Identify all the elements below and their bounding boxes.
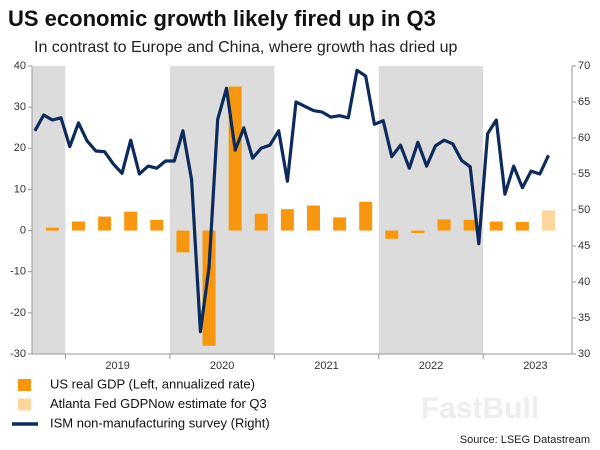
chart-title: US economic growth likely fired up in Q3 [8, 6, 436, 31]
y2-tick-label: 55 [578, 168, 590, 180]
bar [98, 216, 112, 231]
bar [176, 230, 190, 253]
bar [280, 209, 294, 231]
y-tick-label: 40 [14, 60, 26, 72]
y-tick-label: 20 [14, 142, 26, 154]
legend-swatch [18, 398, 31, 411]
x-tick-label: 2021 [314, 360, 338, 372]
y-tick-label: -30 [10, 348, 26, 360]
bar [541, 210, 555, 231]
x-tick-label: 2020 [210, 360, 234, 372]
y2-tick-label: 70 [578, 60, 590, 72]
year-shading [169, 66, 275, 354]
watermark: FastBull [421, 392, 539, 425]
bar [489, 221, 503, 231]
year-shading [378, 66, 484, 354]
y2-tick-label: 35 [578, 312, 590, 324]
x-tick-label: 2023 [523, 360, 547, 372]
bar [71, 221, 85, 231]
bar [254, 213, 268, 231]
legend-label: Atlanta Fed GDPNow estimate for Q3 [50, 396, 267, 411]
bar [437, 219, 451, 231]
legend-label: ISM non-manufacturing survey (Right) [50, 415, 270, 430]
bar [150, 219, 164, 231]
bar [411, 230, 425, 234]
source-note: Source: LSEG Datastream [460, 434, 590, 446]
y2-tick-label: 45 [578, 240, 590, 252]
bar [124, 211, 138, 231]
year-shading [32, 66, 66, 354]
bar [45, 227, 59, 231]
bar [385, 230, 399, 239]
legend-swatch [18, 379, 31, 391]
y-tick-label: 10 [14, 183, 26, 195]
line [33, 68, 550, 334]
bar [359, 201, 373, 231]
legend-label: US real GDP (Left, annualized rate) [50, 376, 255, 391]
y2-tick-label: 30 [578, 348, 590, 360]
bar [515, 221, 529, 231]
y-tick-label: -20 [10, 307, 26, 319]
bar [306, 205, 320, 231]
x-tick-label: 2019 [105, 360, 129, 372]
y2-tick-label: 60 [578, 132, 590, 144]
y-tick-label: 30 [14, 101, 26, 113]
x-tick-label: 2022 [419, 360, 443, 372]
bar [333, 217, 347, 231]
chart-subtitle: In contrast to Europe and China, where g… [34, 39, 457, 56]
bar [202, 230, 216, 346]
y2-tick-label: 40 [578, 276, 590, 288]
bar [463, 219, 477, 231]
y-tick-label: -10 [10, 266, 26, 278]
y2-tick-label: 65 [578, 96, 590, 108]
y-tick-label: 0 [20, 224, 26, 236]
y2-tick-label: 50 [578, 204, 590, 216]
